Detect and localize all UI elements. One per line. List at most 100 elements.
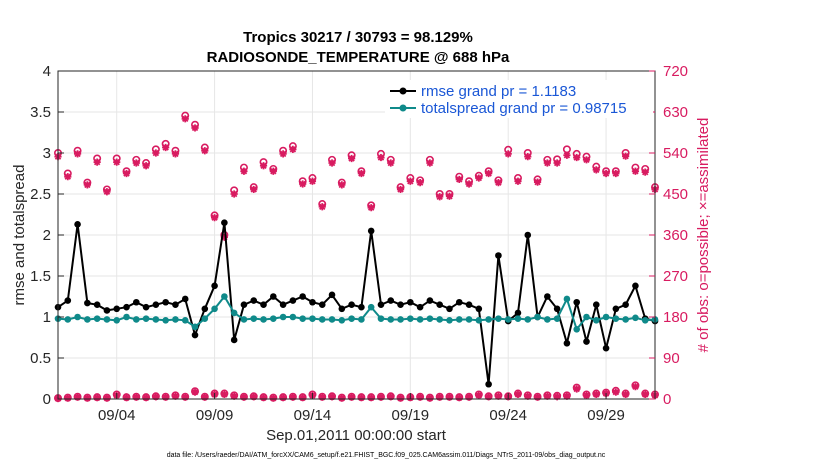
- rmse-point-3: [84, 299, 91, 307]
- assimilated-low-point-1: [64, 394, 72, 402]
- assimilated-low-point-47: [514, 390, 522, 399]
- assimilated-low-point-13: [181, 393, 189, 401]
- assimilated-point-12: [171, 150, 180, 158]
- assimilated-point-45: [494, 179, 503, 187]
- spread-point-11: [162, 316, 169, 324]
- spread-point-7: [123, 313, 130, 321]
- assimilated-point-14: [191, 124, 199, 132]
- spread-point-40: [446, 316, 453, 324]
- assimilated-low-point-24: [289, 393, 297, 401]
- y-tick-label-4: 2: [43, 227, 51, 244]
- assimilated-point-52: [563, 151, 571, 159]
- assimilated-point-55: [592, 166, 600, 174]
- assimilated-low-point-40: [445, 393, 454, 401]
- rmse-point-48: [524, 231, 532, 239]
- assimilated-low-point-50: [543, 392, 551, 400]
- y2-tick-label-2: 180: [663, 309, 688, 326]
- assimilated-point-48: [524, 153, 532, 161]
- assimilated-point-35: [396, 185, 405, 194]
- y2-tick-label-5: 450: [663, 186, 688, 203]
- rmse-point-31: [358, 303, 365, 311]
- spread-point-22: [270, 315, 277, 322]
- assimilated-point-16: [210, 214, 219, 222]
- assimilated-low-point-54: [582, 391, 591, 399]
- spread-point-26: [309, 315, 316, 322]
- assimilated-low-point-32: [367, 394, 375, 402]
- legend-spread-label: totalspread grand pr = 0.98715: [421, 100, 627, 117]
- assimilated-point-42: [465, 180, 473, 188]
- assimilated-point-43: [475, 174, 483, 182]
- spread-point-50: [544, 316, 551, 323]
- assimilated-low-point-8: [132, 393, 140, 401]
- rmse-point-1: [64, 297, 72, 304]
- rmse-point-33: [377, 301, 385, 309]
- assimilated-low-point-15: [201, 393, 209, 401]
- rmse-point-20: [250, 297, 258, 304]
- spread-point-15: [201, 315, 209, 322]
- spread-point-30: [348, 315, 355, 322]
- assimilated-low-point-39: [436, 393, 444, 401]
- spread-point-19: [240, 316, 248, 323]
- assimilated-point-31: [357, 169, 365, 178]
- y2-tick-label-1: 90: [663, 350, 680, 367]
- y2-tick-label-7: 630: [663, 104, 688, 121]
- assimilated-point-32: [367, 204, 375, 212]
- assimilated-point-6: [113, 158, 121, 166]
- spread-point-47: [514, 315, 522, 322]
- assimilated-low-point-30: [348, 393, 356, 401]
- assimilated-point-17: [220, 233, 228, 241]
- x-tick-label-1: 09/09: [196, 407, 234, 424]
- spread-point-38: [426, 315, 434, 322]
- assimilated-point-39: [436, 193, 444, 201]
- rmse-point-38: [426, 297, 434, 304]
- rmse-point-17: [221, 219, 228, 226]
- assimilated-point-24: [289, 145, 297, 153]
- rmse-point-36: [407, 298, 414, 306]
- assimilated-point-11: [162, 143, 170, 152]
- assimilated-point-34: [387, 159, 395, 167]
- y-tick-label-8: 4: [43, 63, 51, 80]
- assimilated-low-point-20: [250, 393, 258, 401]
- assimilated-point-36: [406, 177, 414, 185]
- assimilated-low-point-51: [553, 393, 561, 401]
- assimilated-point-7: [122, 169, 131, 178]
- spread-point-39: [436, 316, 443, 323]
- assimilated-low-point-44: [485, 393, 493, 401]
- assimilated-point-27: [318, 203, 326, 211]
- spread-point-46: [504, 316, 512, 323]
- rmse-point-40: [446, 305, 453, 313]
- assimilated-low-point-48: [524, 392, 532, 400]
- assimilated-low-point-45: [494, 392, 503, 400]
- spread-point-53: [573, 326, 581, 333]
- legend-spread-marker: [399, 104, 407, 112]
- rmse-point-18: [230, 336, 238, 344]
- spread-point-32: [367, 303, 375, 311]
- y2-tick-label-6: 540: [663, 145, 688, 162]
- assimilated-low-point-29: [338, 394, 346, 402]
- y-tick-label-1: 0.5: [30, 350, 51, 367]
- spread-point-54: [583, 313, 590, 321]
- assimilated-low-point-42: [465, 393, 473, 401]
- rmse-point-57: [612, 305, 620, 313]
- spread-point-23: [279, 313, 287, 321]
- y-axis-label: rmse and totalspread: [11, 165, 28, 306]
- assimilated-point-44: [485, 169, 493, 178]
- assimilated-point-13: [181, 115, 189, 123]
- assimilated-low-point-9: [142, 394, 150, 402]
- y-tick-label-6: 3: [43, 145, 51, 162]
- assimilated-point-18: [230, 190, 238, 198]
- rmse-point-45: [495, 252, 502, 259]
- rmse-point-19: [240, 301, 248, 309]
- rmse-point-51: [553, 305, 561, 313]
- assimilated-low-point-14: [191, 388, 199, 396]
- rmse-point-47: [514, 309, 522, 317]
- spread-point-18: [230, 309, 238, 317]
- rmse-point-56: [602, 344, 610, 352]
- assimilated-low-point-52: [563, 392, 571, 400]
- rmse-point-50: [544, 293, 551, 300]
- assimilated-point-26: [308, 177, 317, 185]
- assimilated-low-point-27: [318, 393, 326, 401]
- rmse-point-6: [113, 305, 121, 313]
- ticks-layer: 09/04 09/09 09/14 09/19 09/24 09/29 0 0.5 1 1.5 2 2…: [30, 63, 688, 424]
